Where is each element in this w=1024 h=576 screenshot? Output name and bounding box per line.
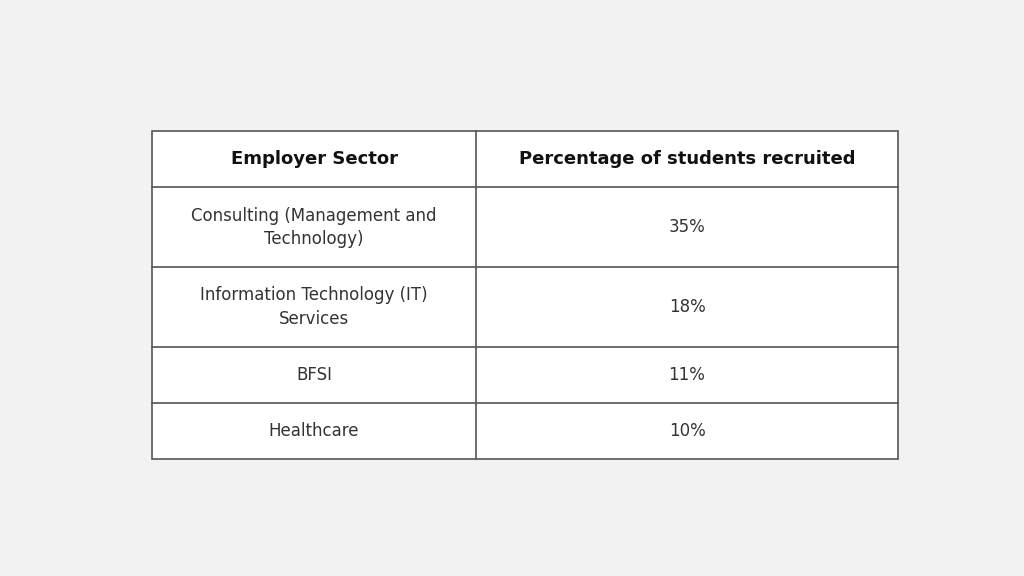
Text: Consulting (Management and
Technology): Consulting (Management and Technology) xyxy=(191,207,437,248)
Text: Healthcare: Healthcare xyxy=(269,422,359,440)
Text: 10%: 10% xyxy=(669,422,706,440)
Text: Information Technology (IT)
Services: Information Technology (IT) Services xyxy=(201,286,428,328)
Text: 11%: 11% xyxy=(669,366,706,384)
Text: BFSI: BFSI xyxy=(296,366,332,384)
Text: Percentage of students recruited: Percentage of students recruited xyxy=(519,150,855,168)
Text: 35%: 35% xyxy=(669,218,706,236)
Text: Employer Sector: Employer Sector xyxy=(230,150,397,168)
Text: 18%: 18% xyxy=(669,298,706,316)
Bar xyxy=(152,131,898,460)
